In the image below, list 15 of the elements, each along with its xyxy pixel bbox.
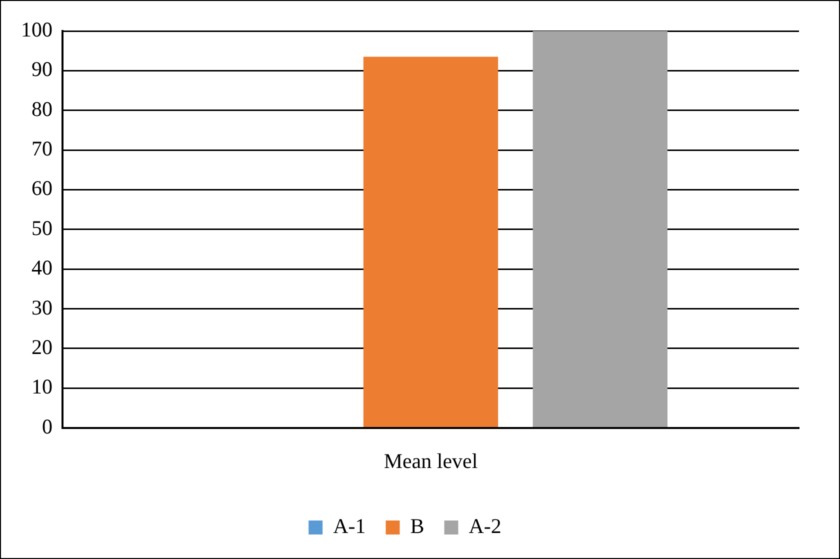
y-tick-label: 10: [32, 374, 52, 399]
y-tick-label: 60: [32, 176, 52, 200]
legend-label: B: [410, 514, 424, 538]
y-tick-label: 30: [32, 295, 52, 320]
y-tick-label: 80: [32, 96, 52, 121]
legend-label: A-2: [468, 514, 502, 538]
y-tick-label: 0: [42, 414, 52, 438]
y-tick-label: 70: [32, 136, 52, 161]
y-tick-label: 50: [32, 216, 52, 240]
x-tick-label: Mean level: [384, 448, 478, 473]
y-tick-label: 40: [32, 256, 52, 280]
y-tick-label: 20: [32, 334, 52, 359]
legend-label: A-1: [333, 514, 366, 538]
y-tick-label: 100: [21, 18, 52, 42]
y-tick-label: 90: [32, 57, 52, 82]
